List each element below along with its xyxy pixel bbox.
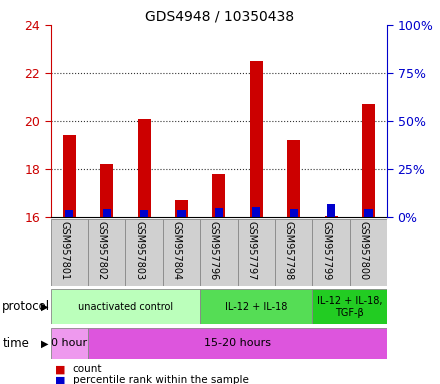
Bar <box>290 209 298 217</box>
Bar <box>100 164 113 217</box>
Text: IL-12 + IL-18: IL-12 + IL-18 <box>225 302 287 312</box>
Bar <box>51 289 200 324</box>
Text: GSM957804: GSM957804 <box>172 221 181 280</box>
Bar <box>252 207 260 217</box>
Bar <box>65 210 73 217</box>
Bar <box>200 219 238 286</box>
Bar <box>88 219 125 286</box>
Bar <box>238 219 275 286</box>
Text: GSM957802: GSM957802 <box>97 221 107 280</box>
Text: GSM957800: GSM957800 <box>359 221 368 280</box>
Text: GSM957799: GSM957799 <box>321 221 331 280</box>
Bar <box>213 174 225 217</box>
Bar <box>325 216 337 217</box>
Bar <box>163 219 200 286</box>
Text: time: time <box>2 337 29 350</box>
Bar <box>103 209 111 217</box>
Text: ▶: ▶ <box>40 338 48 348</box>
Bar <box>140 210 148 217</box>
Text: GSM957797: GSM957797 <box>246 221 256 280</box>
Bar <box>312 219 350 286</box>
Text: count: count <box>73 364 102 374</box>
Text: GSM957803: GSM957803 <box>134 221 144 280</box>
Text: GSM957796: GSM957796 <box>209 221 219 280</box>
Text: GSM957801: GSM957801 <box>59 221 70 280</box>
Bar <box>362 104 375 217</box>
Bar <box>215 209 223 217</box>
Bar <box>177 210 186 217</box>
Text: 15-20 hours: 15-20 hours <box>204 338 271 348</box>
Text: percentile rank within the sample: percentile rank within the sample <box>73 375 249 384</box>
Bar <box>350 219 387 286</box>
Bar <box>175 200 188 217</box>
Text: GSM957798: GSM957798 <box>284 221 294 280</box>
Bar <box>250 61 263 217</box>
Bar <box>287 140 300 217</box>
Bar <box>200 289 312 324</box>
Bar <box>312 289 387 324</box>
Bar <box>364 209 373 217</box>
Bar <box>63 136 76 217</box>
Bar <box>275 219 312 286</box>
Text: GDS4948 / 10350438: GDS4948 / 10350438 <box>146 10 294 23</box>
Text: protocol: protocol <box>2 300 50 313</box>
Bar <box>138 119 150 217</box>
Text: 0 hour: 0 hour <box>51 338 88 348</box>
Text: ■: ■ <box>55 364 66 374</box>
Bar <box>51 219 88 286</box>
Bar <box>88 328 387 359</box>
Text: ▶: ▶ <box>40 302 48 312</box>
Text: ■: ■ <box>55 375 66 384</box>
Text: unactivated control: unactivated control <box>78 302 173 312</box>
Text: IL-12 + IL-18,
TGF-β: IL-12 + IL-18, TGF-β <box>317 296 382 318</box>
Bar <box>327 205 335 217</box>
Bar <box>125 219 163 286</box>
Bar <box>51 328 88 359</box>
